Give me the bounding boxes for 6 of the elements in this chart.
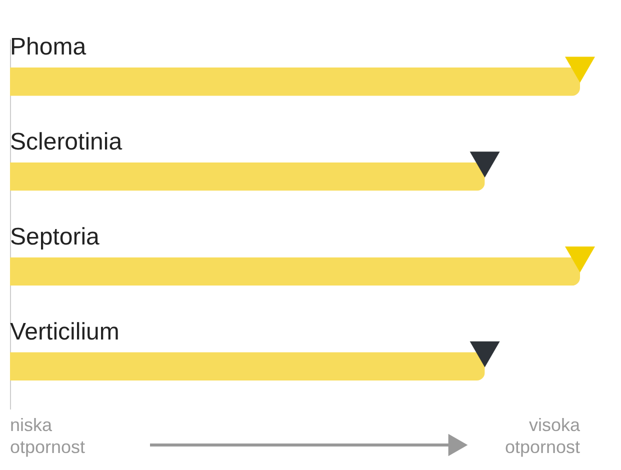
y-tick-label: Phoma — [10, 34, 87, 61]
text: visoka otpornost — [504, 415, 581, 457]
text: niska otpornost — [10, 415, 86, 457]
y-tick-label: Verticilium — [10, 318, 120, 346]
y-tick-label: Sclerotinia — [10, 128, 123, 156]
y-tick-label: Septoria — [10, 223, 100, 250]
